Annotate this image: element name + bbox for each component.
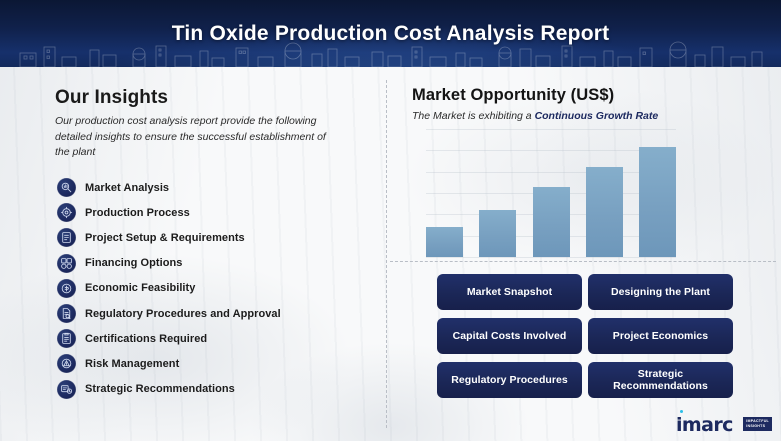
chart-bar xyxy=(479,210,517,257)
skyline-graphic xyxy=(19,41,763,67)
page-header: Tin Oxide Production Cost Analysis Repor… xyxy=(0,0,781,67)
insights-heading: Our Insights xyxy=(55,87,169,108)
chart-bar xyxy=(585,167,623,257)
production-process-icon xyxy=(57,203,76,223)
button-capital-costs-involved[interactable]: Capital Costs Involved xyxy=(437,318,582,354)
button-regulatory-procedures[interactable]: Regulatory Procedures xyxy=(437,362,582,398)
project-setup-icon xyxy=(57,228,76,248)
market-opportunity-heading: Market Opportunity (US$) xyxy=(412,86,615,104)
list-item[interactable]: Market Analysis xyxy=(57,175,377,200)
button-market-snapshot[interactable]: Market Snapshot xyxy=(437,274,582,310)
imarc-logo: imarc IMPACTFUL INSIGHTS xyxy=(676,409,772,437)
logo-tagline-line2: INSIGHTS xyxy=(746,424,766,428)
market-opportunity-chart xyxy=(426,129,676,258)
button-strategic-recommendations[interactable]: Strategic Recommendations xyxy=(588,362,733,398)
list-item[interactable]: Financing Options xyxy=(57,251,377,276)
insights-panel: Our Insights Our production cost analysi… xyxy=(0,67,386,441)
vertical-divider xyxy=(386,80,387,428)
list-item-label: Certifications Required xyxy=(85,332,208,345)
topics-button-grid: Market Snapshot Designing the Plant Capi… xyxy=(437,274,733,398)
subtitle-highlight: Continuous Growth Rate xyxy=(534,110,659,122)
financing-options-icon xyxy=(57,253,76,273)
chart-gridline xyxy=(426,171,676,173)
list-item-label: Financing Options xyxy=(85,257,183,270)
list-item[interactable]: Economic Feasibility xyxy=(57,276,377,301)
list-item[interactable]: Production Process xyxy=(57,200,377,225)
list-item-label: Regulatory Procedures and Approval xyxy=(85,307,281,320)
list-item-label: Strategic Recommendations xyxy=(85,383,235,396)
button-project-economics[interactable]: Project Economics xyxy=(588,318,733,354)
market-opportunity-panel: Market Opportunity (US$) The Market is e… xyxy=(386,67,781,441)
insights-subtitle: Our production cost analysis report prov… xyxy=(55,115,326,158)
list-item-label: Market Analysis xyxy=(85,181,170,194)
logo-wordmark: imarc xyxy=(676,414,733,436)
list-item[interactable]: Project Setup & Requirements xyxy=(57,225,377,250)
report-title: Tin Oxide Production Cost Analysis Repor… xyxy=(171,21,610,45)
chart-gridline xyxy=(426,129,676,130)
list-item[interactable]: Certifications Required xyxy=(57,326,377,351)
insights-list: Market Analysis Production Process xyxy=(57,175,377,402)
strategic-recommendations-icon xyxy=(57,379,76,399)
certifications-icon xyxy=(57,329,76,349)
chart-bar xyxy=(532,187,570,257)
horizontal-divider xyxy=(390,261,776,262)
economic-feasibility-icon xyxy=(57,278,76,298)
logo-dot-icon xyxy=(680,410,684,414)
logo-tagline-line1: IMPACTFUL xyxy=(746,419,769,423)
chart-bar xyxy=(639,147,676,257)
chart-gridline xyxy=(426,150,676,152)
risk-management-icon xyxy=(57,354,76,374)
list-item-label: Project Setup & Requirements xyxy=(85,231,245,244)
chart-gridline xyxy=(426,257,676,258)
list-item-label: Economic Feasibility xyxy=(85,282,196,295)
list-item[interactable]: Regulatory Procedures and Approval xyxy=(57,301,377,326)
market-analysis-icon xyxy=(57,178,76,198)
logo-tagline: IMPACTFUL INSIGHTS xyxy=(743,417,772,431)
list-item-label: Production Process xyxy=(85,206,190,219)
chart-bar xyxy=(426,227,463,257)
list-item[interactable]: Risk Management xyxy=(57,351,377,376)
list-item[interactable]: Strategic Recommendations xyxy=(57,377,377,402)
button-designing-the-plant[interactable]: Designing the Plant xyxy=(588,274,733,310)
market-opportunity-subtitle: The Market is exhibiting a Continuous Gr… xyxy=(412,110,658,122)
regulatory-procedures-icon xyxy=(57,304,76,324)
list-item-label: Risk Management xyxy=(85,357,180,370)
subtitle-prefix: The Market is exhibiting a xyxy=(412,110,535,122)
